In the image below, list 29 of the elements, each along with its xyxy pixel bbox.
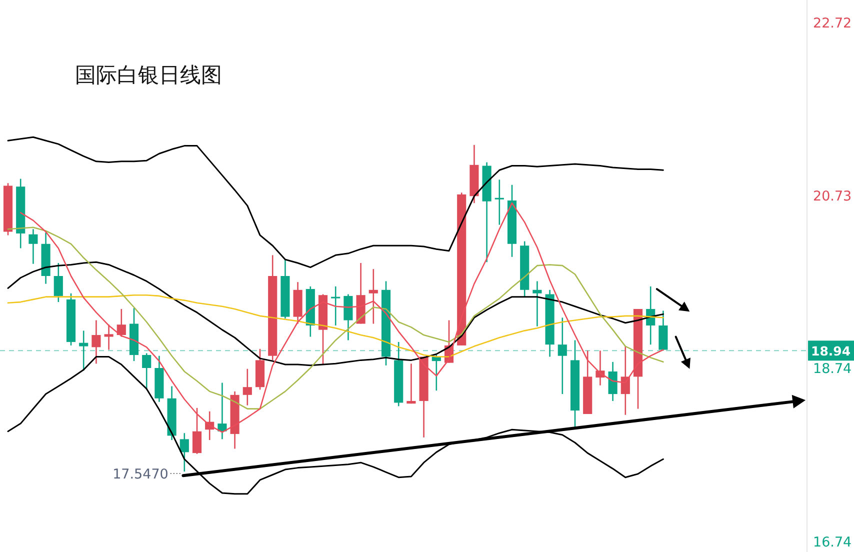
text: 国际白银日线图 [75,63,222,87]
candlestick [104,324,114,350]
candlestick [28,228,38,264]
candlestick [92,320,101,364]
annotation: 17.5470 [112,466,168,483]
candlestick [608,361,618,402]
candlestick [180,432,189,472]
candlestick [532,280,542,327]
candlestick [558,317,567,395]
y-tick-label: 22.72 [813,16,852,32]
candlestick [242,368,252,406]
line-series [7,226,664,410]
line-series [7,356,664,495]
candlestick [494,179,504,226]
candlestick [331,286,340,326]
candlestick [142,352,152,390]
candlestick [368,268,378,324]
line-series [7,136,664,268]
candlestick [116,308,126,338]
candlestick [620,346,630,416]
line-series [7,261,664,366]
y-tick-label: 20.73 [813,188,852,204]
candlestick [54,262,63,303]
y-tick-label: 18.74 [813,361,852,377]
y-tick-label: 16.74 [813,534,852,551]
candlestick [79,330,88,372]
ref-line-label: 18.94 [811,344,851,359]
candlestick [406,363,416,404]
candlestick [192,407,202,455]
